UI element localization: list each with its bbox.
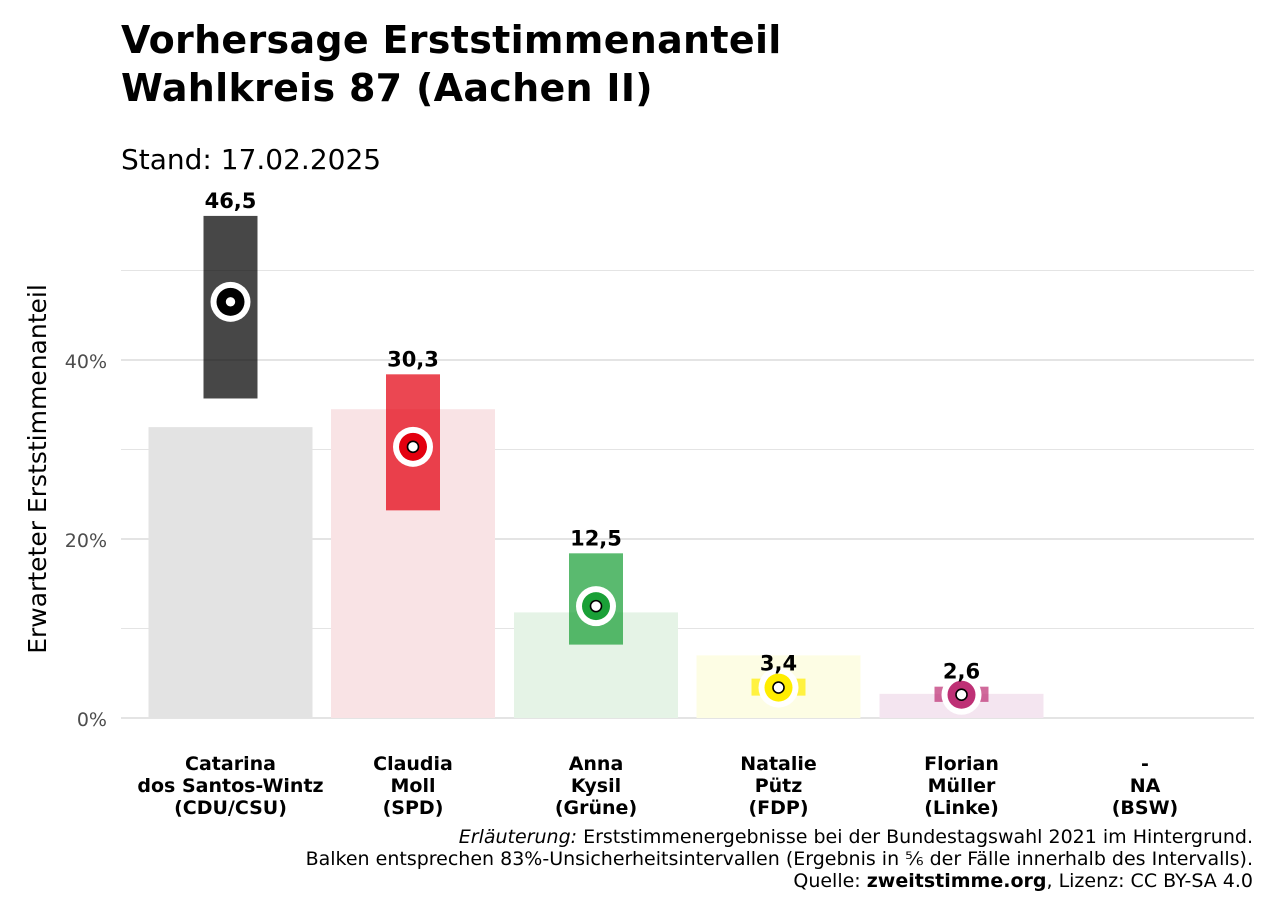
y-axis-title: Erwarteter Erststimmenanteil — [23, 284, 52, 654]
chart-title: Vorhersage Erststimmenanteil Wahlkreis 8… — [121, 18, 782, 110]
value-label: 12,5 — [570, 526, 622, 550]
caption-label: Erläuterung: — [458, 826, 578, 848]
value-label: 30,3 — [387, 347, 439, 371]
category-label: (Linke) — [924, 797, 999, 819]
category-label: Catarina — [185, 753, 276, 775]
category-label: (SPD) — [383, 797, 444, 819]
y-tick-label: 0% — [77, 709, 107, 731]
point-center — [955, 688, 968, 702]
license-text: , Lizenz: CC BY-SA 4.0 — [1046, 870, 1253, 892]
source-link[interactable]: zweitstimme.org — [866, 870, 1047, 892]
category-label: (BSW) — [1112, 797, 1179, 819]
value-label: 46,5 — [205, 189, 257, 213]
chart-caption: Erläuterung: Erststimmenergebnisse bei d… — [306, 826, 1253, 892]
forecast-points — [210, 281, 982, 715]
caption-line-1: Erläuterung: Erststimmenergebnisse bei d… — [306, 826, 1253, 848]
y-axis: 0% 20% 40% Erwarteter Erststimmenanteil — [23, 284, 107, 731]
point-center — [224, 295, 237, 309]
caption-line-3: Quelle: zweitstimme.org, Lizenz: CC BY-S… — [306, 870, 1253, 892]
category-label: (Grüne) — [555, 797, 637, 819]
point-center — [589, 599, 603, 613]
y-tick-label: 40% — [65, 351, 107, 373]
category-label: - — [1141, 753, 1149, 775]
value-label: 2,6 — [943, 660, 980, 684]
caption-line-2: Balken entsprechen 83%-Unsicherheitsinte… — [305, 848, 1253, 870]
category-label: (CDU/CSU) — [174, 797, 287, 819]
source-prefix: Quelle: — [793, 870, 867, 892]
category-label: dos Santos-Wintz — [137, 775, 323, 797]
chart-subtitle: Stand: 17.02.2025 — [121, 143, 382, 176]
category-label: (FDP) — [748, 797, 808, 819]
point-center — [406, 440, 420, 454]
y-tick-label: 20% — [65, 530, 107, 552]
category-label: NA — [1130, 775, 1161, 797]
category-label: Florian — [924, 753, 999, 775]
caption-text: Erststimmenergebnisse bei der Bundestags… — [577, 826, 1253, 848]
value-label: 3,4 — [760, 652, 797, 676]
category-label: Müller — [928, 775, 996, 797]
value-labels: 46,5 30,3 12,5 3,4 2,6 — [205, 189, 981, 684]
history-bar — [148, 427, 313, 718]
point-center — [772, 681, 785, 694]
category-label: Natalie — [740, 753, 817, 775]
category-label: Moll — [391, 775, 436, 797]
category-label: Anna — [569, 753, 624, 775]
category-label: Kysil — [571, 775, 621, 797]
category-label: Claudia — [373, 753, 453, 775]
category-label: Pütz — [755, 775, 803, 797]
